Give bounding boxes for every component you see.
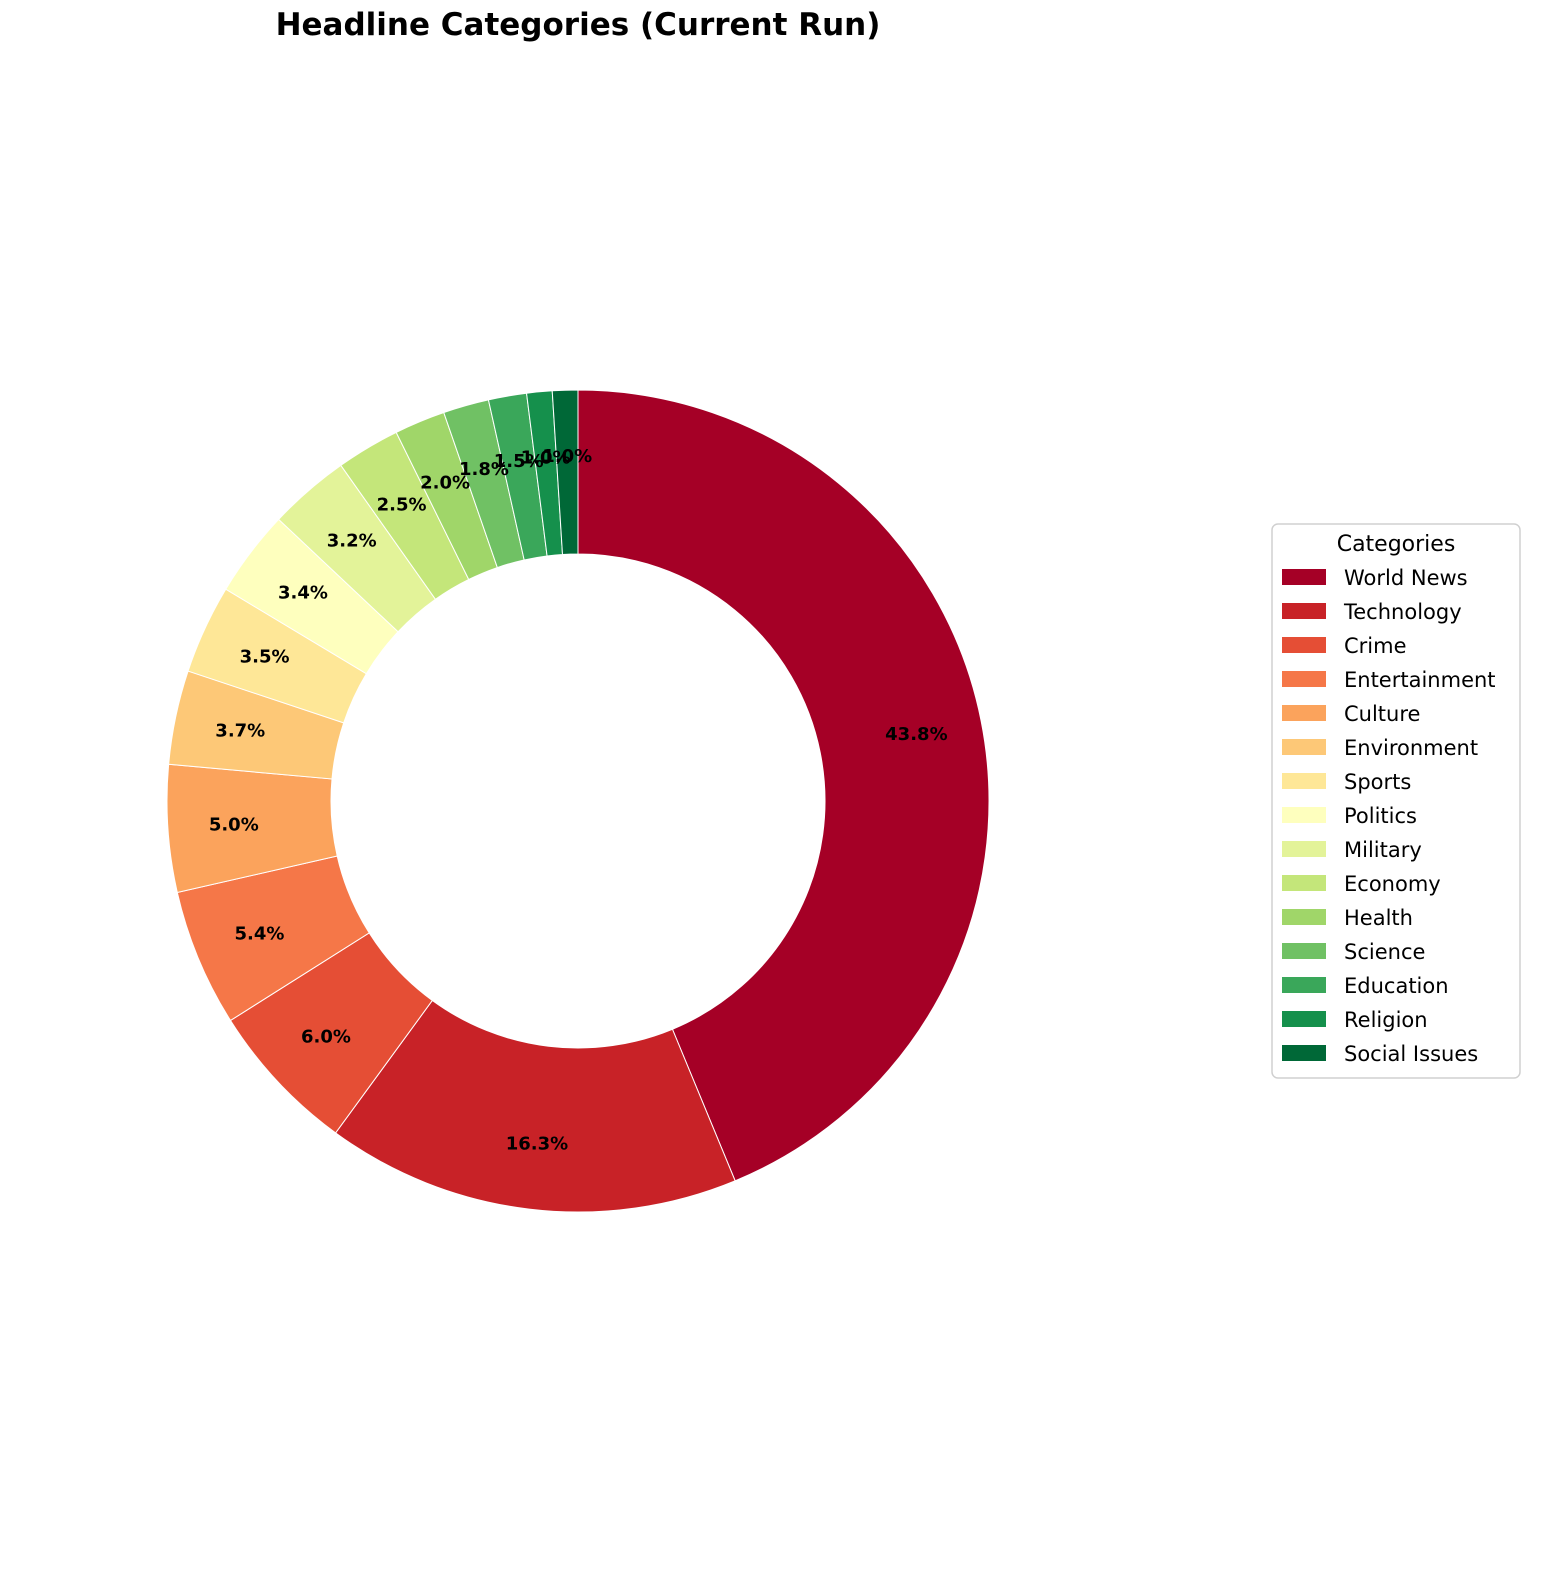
legend-swatch-science <box>1282 943 1326 959</box>
legend-item-health: Health <box>1282 906 1413 930</box>
legend-item-social-issues: Social Issues <box>1282 1042 1478 1066</box>
legend-item-sports: Sports <box>1282 770 1411 794</box>
legend-swatch-economy <box>1282 875 1326 891</box>
slice-label-health: 2.0% <box>420 473 470 494</box>
legend-swatch-politics <box>1282 807 1326 823</box>
slice-label-social-issues: 1.0% <box>542 446 592 467</box>
slice-label-entertainment: 5.4% <box>234 923 284 944</box>
legend-item-military: Military <box>1282 838 1422 862</box>
legend-label-health: Health <box>1344 906 1413 930</box>
legend-label-technology: Technology <box>1343 600 1462 624</box>
legend-swatch-environment <box>1282 739 1326 755</box>
slice-label-economy: 2.5% <box>377 495 427 516</box>
slice-label-politics: 3.4% <box>278 583 328 604</box>
legend-swatch-education <box>1282 977 1326 993</box>
legend-label-crime: Crime <box>1344 634 1407 658</box>
legend-swatch-technology <box>1282 603 1326 619</box>
slice-label-education: 1.5% <box>494 451 544 472</box>
legend-item-science: Science <box>1282 940 1425 964</box>
legend-item-world-news: World News <box>1282 566 1468 590</box>
legend-item-education: Education <box>1282 974 1449 998</box>
legend-frame <box>1271 523 1521 1079</box>
legend-label-social-issues: Social Issues <box>1344 1042 1478 1066</box>
legend-label-entertainment: Entertainment <box>1344 668 1496 692</box>
legend-label-religion: Religion <box>1344 1008 1428 1032</box>
slice-label-environment: 3.7% <box>215 721 265 742</box>
legend-title: Categories <box>1337 532 1456 557</box>
legend-items: World News Technology Crime Entertainment Cu… <box>1282 566 1496 1066</box>
legend-item-technology: Technology <box>1282 600 1462 624</box>
legend-item-politics: Politics <box>1282 804 1417 828</box>
chart-title: Headline Categories (Current Run) <box>276 7 881 43</box>
legend-item-environment: Environment <box>1282 736 1478 760</box>
legend-swatch-sports <box>1282 773 1326 789</box>
legend-item-crime: Crime <box>1282 634 1407 658</box>
legend-label-education: Education <box>1344 974 1449 998</box>
slice-social-issues <box>551 389 579 556</box>
slice-label-science: 1.8% <box>459 459 509 480</box>
legend: Categories World News Technology Crime Ente… <box>1271 523 1521 1079</box>
legend-label-environment: Environment <box>1344 736 1478 760</box>
legend-label-military: Military <box>1344 838 1422 862</box>
slice-world-news <box>577 389 990 1182</box>
slice-percent-labels: 43.8%16.3%6.0%5.4%5.0%3.7%3.5%3.4%3.2%2.… <box>209 446 948 1154</box>
legend-item-religion: Religion <box>1282 1008 1428 1032</box>
slice-label-sports: 3.5% <box>240 647 290 668</box>
legend-label-sports: Sports <box>1344 770 1411 794</box>
legend-item-economy: Economy <box>1282 872 1441 896</box>
legend-item-entertainment: Entertainment <box>1282 668 1496 692</box>
legend-swatch-religion <box>1282 1011 1326 1027</box>
donut-slices <box>166 389 990 1213</box>
legend-swatch-military <box>1282 841 1326 857</box>
legend-swatch-entertainment <box>1282 671 1326 687</box>
legend-label-world-news: World News <box>1344 566 1468 590</box>
slice-label-crime: 6.0% <box>301 1027 351 1048</box>
slice-label-military: 3.2% <box>327 531 377 552</box>
legend-label-science: Science <box>1344 940 1425 964</box>
legend-swatch-social-issues <box>1282 1045 1326 1061</box>
slice-label-technology: 16.3% <box>506 1134 568 1155</box>
legend-label-economy: Economy <box>1344 872 1441 896</box>
slice-label-culture: 5.0% <box>209 814 259 835</box>
legend-swatch-world-news <box>1282 569 1326 585</box>
legend-label-culture: Culture <box>1344 702 1420 726</box>
legend-swatch-health <box>1282 909 1326 925</box>
legend-item-culture: Culture <box>1282 702 1420 726</box>
slice-label-world-news: 43.8% <box>885 724 947 745</box>
legend-label-politics: Politics <box>1344 804 1417 828</box>
legend-swatch-crime <box>1282 637 1326 653</box>
slice-label-religion: 1.0% <box>521 448 571 469</box>
legend-swatch-culture <box>1282 705 1326 721</box>
slice-technology <box>334 999 736 1213</box>
